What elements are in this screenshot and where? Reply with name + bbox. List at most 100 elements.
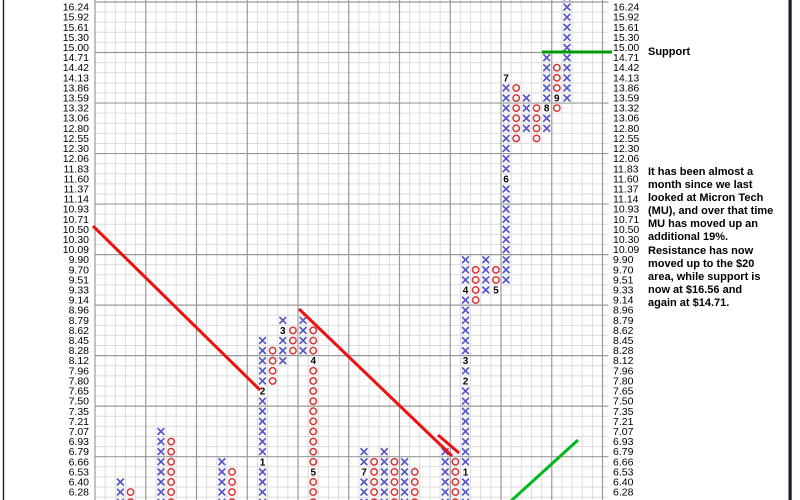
x-symbol <box>542 94 551 103</box>
price-label-right: 14.42 <box>613 62 639 74</box>
o-symbol <box>228 467 236 476</box>
x-symbol <box>258 417 267 426</box>
x-symbol <box>502 134 511 143</box>
x-symbol <box>116 477 125 486</box>
x-symbol <box>502 235 511 244</box>
o-symbol <box>309 397 318 406</box>
x-symbol <box>380 447 389 456</box>
x-symbol <box>562 73 571 82</box>
price-label-right: 11.60 <box>613 173 639 185</box>
x-symbol <box>278 356 287 365</box>
x-symbol <box>156 477 165 486</box>
o-symbol <box>512 134 521 143</box>
o-symbol <box>228 498 236 500</box>
price-label-right: 6.28 <box>613 487 634 499</box>
o-symbol <box>471 296 480 305</box>
price-label-left: 12.80 <box>63 123 89 135</box>
x-symbol <box>502 215 511 224</box>
price-label-right: 15.92 <box>613 12 639 24</box>
price-label-left: 7.21 <box>69 416 90 428</box>
price-label-right: 8.96 <box>613 305 634 317</box>
price-label-left: 13.59 <box>63 93 89 105</box>
price-label-left: 10.50 <box>63 224 89 236</box>
x-symbol <box>441 467 450 476</box>
x-symbol <box>502 225 511 234</box>
x-symbol <box>461 427 470 436</box>
price-label-left: 6.40 <box>69 476 90 488</box>
x-symbol <box>258 346 267 355</box>
month-number-label: 2 <box>463 376 469 387</box>
price-label-left: 10.93 <box>63 204 89 216</box>
o-symbol <box>268 346 277 355</box>
price-label-right: 7.35 <box>613 406 634 418</box>
x-symbol <box>461 265 470 274</box>
x-symbol <box>562 23 571 32</box>
o-symbol <box>410 478 419 486</box>
x-symbol <box>156 488 165 497</box>
x-symbol <box>217 477 226 486</box>
x-symbol <box>562 83 571 92</box>
x-symbol <box>562 3 571 12</box>
o-symbol <box>451 488 460 497</box>
o-symbol <box>309 417 318 426</box>
price-label-left: 6.66 <box>69 456 90 468</box>
price-label-right: 12.06 <box>613 153 639 165</box>
o-symbol <box>288 326 297 335</box>
o-symbol <box>370 478 379 486</box>
x-symbol <box>278 346 287 355</box>
price-label-right: 8.12 <box>613 355 634 367</box>
price-label-left: 11.14 <box>64 194 90 206</box>
x-symbol <box>542 53 551 62</box>
price-label-right: 10.09 <box>613 244 639 256</box>
price-label-right: 8.79 <box>613 315 634 327</box>
x-symbol <box>522 94 531 103</box>
price-label-left: 14.42 <box>63 62 89 74</box>
x-symbol <box>299 336 308 345</box>
o-symbol <box>552 73 561 82</box>
price-label-right: 8.62 <box>613 325 634 337</box>
price-label-right: 6.79 <box>613 446 634 458</box>
price-label-left: 14.71 <box>63 52 89 64</box>
x-symbol <box>461 477 470 486</box>
x-symbol <box>258 447 267 456</box>
x-symbol <box>441 457 450 466</box>
price-label-left: 16.24 <box>63 2 89 14</box>
x-symbol <box>461 397 470 406</box>
x-symbol <box>481 286 490 295</box>
o-symbol <box>309 326 318 335</box>
month-number-label: 4 <box>310 356 316 367</box>
o-symbol <box>127 498 134 500</box>
x-symbol <box>461 306 470 315</box>
price-label-left: 11.60 <box>64 173 90 185</box>
price-label-right: 13.59 <box>613 93 639 105</box>
x-symbol <box>562 53 571 62</box>
x-symbol <box>481 275 490 284</box>
o-symbol <box>532 114 541 123</box>
o-symbol <box>452 498 459 500</box>
x-symbol <box>258 488 267 497</box>
month-number-label: 3 <box>463 356 469 367</box>
x-symbol <box>461 275 470 284</box>
x-symbol <box>461 447 470 456</box>
o-symbol <box>471 265 480 274</box>
price-label-right: 9.90 <box>613 254 634 266</box>
month-number-label: 7 <box>503 73 509 84</box>
price-label-left: 11.37 <box>64 183 90 195</box>
x-symbol <box>400 477 409 486</box>
x-symbol <box>217 467 226 476</box>
x-symbol <box>258 397 267 406</box>
month-number-label: 6 <box>503 174 509 185</box>
o-symbol <box>471 286 480 294</box>
o-symbol <box>309 346 318 355</box>
o-symbol <box>370 498 378 500</box>
x-symbol <box>461 326 470 335</box>
x-symbol <box>278 316 287 325</box>
price-label-left: 9.14 <box>69 295 90 307</box>
price-label-left: 15.00 <box>63 42 89 54</box>
o-symbol <box>552 104 561 113</box>
x-symbol <box>461 488 470 497</box>
x-symbol <box>502 245 511 254</box>
x-symbol <box>502 255 511 264</box>
o-symbol <box>451 457 460 466</box>
x-symbol <box>502 184 511 193</box>
